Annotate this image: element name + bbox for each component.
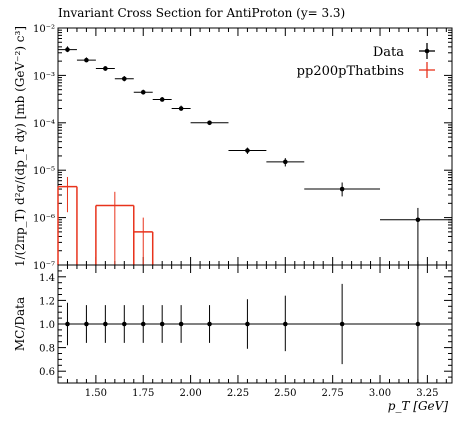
ratio-point [207,305,212,343]
ratio-point [65,302,70,346]
ratio-marker [103,321,108,327]
data-point [58,46,77,53]
data-marker [65,47,70,52]
ratio-marker [159,321,165,327]
ratio-y-tick-label: 1.4 [39,273,55,284]
legend-label: Data [373,45,404,60]
y-tick-label: 10⁻⁶ [33,214,55,225]
ratio-marker [339,321,345,327]
axis-labels: MC/Data p_T [GeV] 1/(2πp_T) d²σ/(dp_T dy) … [13,26,448,413]
ratio-x-tick-label: 1.50 [85,388,107,399]
data-point [228,147,267,154]
mc-bin [95,191,135,265]
data-point [380,207,452,265]
ratio-point [283,295,288,352]
main-panel: 10⁻⁷ 10⁻⁶ 10⁻⁵ 10⁻⁴ 10⁻³ 10⁻² [33,24,453,272]
y-tick-label: 10⁻⁴ [33,119,55,130]
mc-bin [57,176,78,265]
ratio-point [339,283,345,365]
ratio-y-tick-label: 1.0 [39,320,55,331]
data-marker [245,148,250,153]
data-marker [415,217,421,223]
data-point [114,76,134,82]
data-marker [121,76,127,82]
ratio-ticks: 0.6 0.8 1.0 1.2 1.4 1.50 1.75 2.00 2.25 2.50 2.75 3… [39,265,452,399]
ratio-y-tick-label: 1.2 [39,296,55,307]
ratio-x-tick-label: 2.00 [179,388,201,399]
y-tick-label: 10⁻³ [33,71,55,82]
ratio-y-tick-label: 0.8 [39,344,55,355]
ratio-marker [178,321,184,327]
ratio-point [121,305,127,343]
ratio-marker [140,321,146,327]
ratio-x-tick-label: 2.75 [322,388,344,399]
main-ticks: 10⁻⁷ 10⁻⁶ 10⁻⁵ 10⁻⁴ 10⁻³ 10⁻² [33,24,452,272]
data-point [76,57,96,63]
ratio-y-tick-label: 0.6 [39,367,55,378]
ratio-marks [58,265,452,383]
ratio-y-axis-label: MC/Data [13,297,27,351]
ratio-x-tick-label: 1.75 [132,388,154,399]
ratio-x-tick-label: 2.50 [274,388,296,399]
data-point [171,105,191,111]
legend-dot [424,48,430,54]
ratio-point [415,265,421,383]
data-marker [159,97,165,102]
ratio-panel: 0.6 0.8 1.0 1.2 1.4 1.50 1.75 2.00 2.25 2.50 2.75 3… [39,264,453,399]
ratio-x-tick-label: 3.25 [416,388,438,399]
data-marker [178,106,184,111]
ratio-x-tick-label: 2.25 [227,388,249,399]
ratio-marker [283,321,288,327]
ratio-marker [121,321,127,327]
ratio-point [159,305,165,343]
ratio-marker [207,321,212,327]
data-point [190,120,229,126]
x-axis-label: p_T [GeV] [388,399,449,413]
ratio-marker [65,321,70,327]
y-tick-label: 10⁻⁵ [33,166,55,177]
chart-title: Invariant Cross Section for AntiProton (… [58,6,346,20]
ratio-point [245,299,250,349]
ratio-point [140,305,146,343]
data-marker [283,159,288,165]
ratio-point [84,305,89,343]
y-tick-label: 10⁻⁷ [33,261,55,272]
data-marker [103,66,108,71]
ratio-x-tick-label: 3.00 [369,388,391,399]
data-point [304,182,381,197]
data-marker [140,90,146,95]
data-point [133,89,153,95]
legend: Data pp200pThatbins [297,43,435,79]
data-point [152,97,172,102]
ratio-marker [245,321,250,327]
main-marks [57,46,452,265]
ratio-point [178,305,184,343]
ratio-marker [84,321,89,327]
y-tick-label: 10⁻² [33,24,55,35]
main-y-axis-label: 1/(2πp_T) d²σ/(dp_T dy) [mb (GeV⁻²) c³] [13,26,27,267]
ratio-point [103,305,108,343]
data-point [266,158,305,167]
mc-bin [133,217,154,265]
legend-label: pp200pThatbins [297,64,404,79]
ratio-marker [415,321,421,327]
data-marker [84,57,89,63]
data-point [95,66,115,71]
data-marker [207,120,212,126]
data-marker [339,186,345,192]
